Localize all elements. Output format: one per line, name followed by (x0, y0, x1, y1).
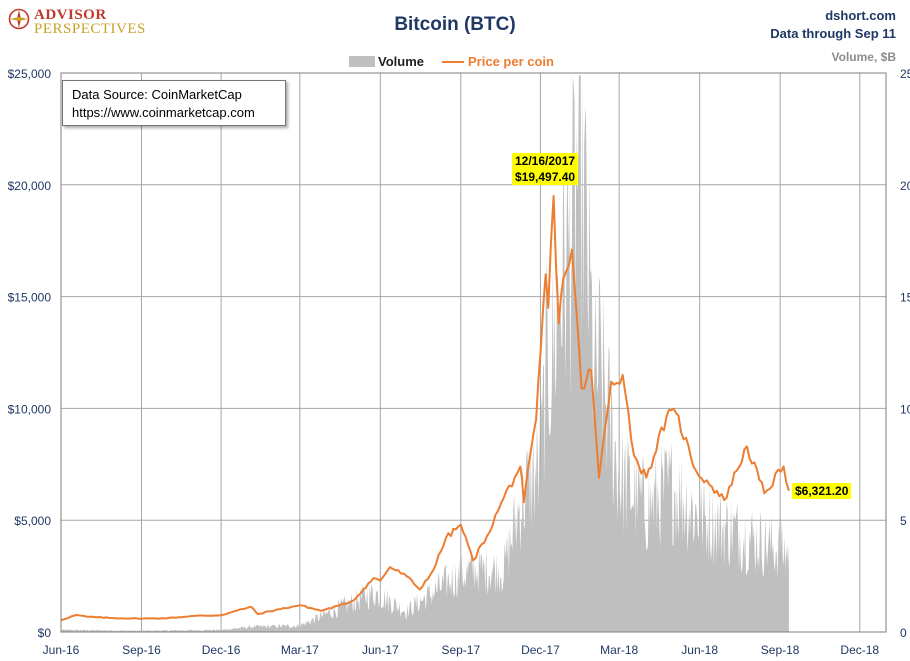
x-tick-label: Dec-17 (521, 643, 560, 657)
x-tick-label: Mar-18 (600, 643, 638, 657)
logo-line1: ADVISOR (34, 7, 107, 23)
y-right-tick-label: 20 (900, 179, 910, 193)
peak-date-label: 12/16/2017 (515, 154, 576, 168)
volume-series (61, 75, 789, 632)
data-source-line: Data Source: CoinMarketCap (72, 87, 242, 102)
plot-frame (60, 72, 887, 633)
logo: ADVISOR PERSPECTIVES (8, 8, 146, 37)
legend: Volume Price per coin (349, 54, 554, 69)
x-tick-label: Dec-16 (202, 643, 241, 657)
legend-volume-label: Volume (378, 54, 424, 69)
x-tick-label: Jun-18 (681, 643, 718, 657)
x-tick-label: Jun-17 (362, 643, 399, 657)
x-tick-label: Mar-17 (281, 643, 319, 657)
last-price-label: $6,321.20 (795, 484, 849, 498)
price-line (60, 195, 790, 622)
y-right-tick-label: 5 (900, 514, 907, 528)
y-right-tick-label: 10 (900, 402, 910, 416)
y-left-tick-label: $25,000 (8, 67, 52, 81)
data-source-url: https://www.coinmarketcap.com (72, 105, 255, 120)
legend-price-swatch (442, 60, 464, 63)
x-tick-label: Sep-17 (441, 643, 480, 657)
price-series (60, 195, 790, 622)
y-right-tick-label: 15 (900, 291, 910, 305)
y-right-tick-label: 25 (900, 67, 910, 81)
legend-price-label: Price per coin (468, 54, 554, 69)
y-left-tick-label: $10,000 (8, 402, 52, 416)
x-tick-label: Sep-18 (761, 643, 800, 657)
x-tick-label: Dec-18 (840, 643, 879, 657)
x-tick-label: Jun-16 (43, 643, 80, 657)
site-name: dshort.com (825, 8, 896, 23)
legend-volume-swatch (349, 56, 375, 67)
last-price-callout: $6,321.20 (792, 483, 852, 499)
y-left-tick-label: $0 (38, 626, 52, 640)
y-left-tick-label: $20,000 (8, 179, 52, 193)
data-source-box: Data Source: CoinMarketCap https://www.c… (62, 80, 286, 126)
y-left-tick-label: $15,000 (8, 291, 52, 305)
chart-title: Bitcoin (BTC) (394, 14, 516, 35)
peak-value-label: $19,497.40 (515, 170, 576, 184)
axes: $0 $5,000 $10,000 $15,000 $20,000 $25,000 0 5 10… (8, 67, 910, 657)
gridlines (60, 72, 886, 633)
data-through-label: Data through Sep 11 (770, 26, 896, 41)
plot-area (61, 73, 886, 632)
peak-callout: 12/16/2017 $19,497.40 (512, 153, 579, 185)
x-tick-label: Sep-16 (122, 643, 161, 657)
y-right-tick-label: 0 (900, 626, 907, 640)
compass-logo-icon (8, 8, 30, 30)
right-axis-title: Volume, $B (831, 50, 896, 64)
y-left-tick-label: $5,000 (14, 514, 51, 528)
logo-line2: PERSPECTIVES (34, 21, 146, 37)
volume-area (61, 75, 789, 632)
